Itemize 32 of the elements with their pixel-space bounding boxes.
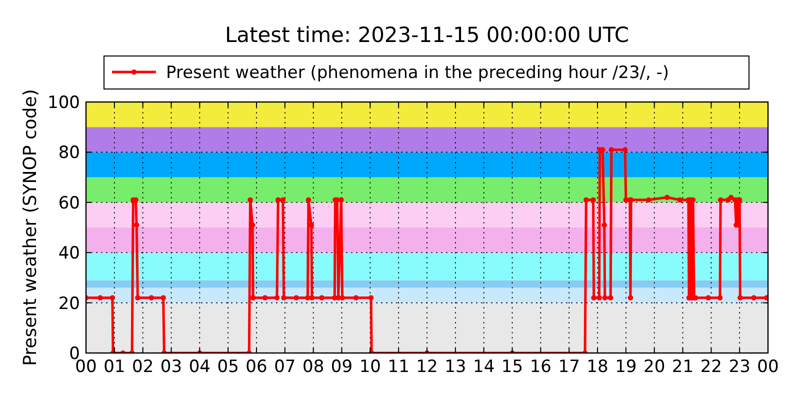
x-tick-label: 07 bbox=[274, 357, 296, 377]
legend-label: Present weather (phenomena in the preceding hour /23/, -) bbox=[166, 63, 670, 83]
x-tick-label: 05 bbox=[217, 357, 239, 377]
x-tick-label: 08 bbox=[302, 357, 324, 377]
x-tick-label: 16 bbox=[530, 357, 552, 377]
x-tick-label: 23 bbox=[728, 357, 750, 377]
x-tick-label: 14 bbox=[473, 357, 495, 377]
x-tick-label: 06 bbox=[246, 357, 268, 377]
x-tick-label: 19 bbox=[615, 357, 637, 377]
x-tick-label: 20 bbox=[644, 357, 666, 377]
chart-title: Latest time: 2023-11-15 00:00:00 UTC bbox=[224, 23, 630, 47]
y-tick-label: 40 bbox=[58, 244, 80, 264]
y-tick-label: 100 bbox=[48, 93, 80, 113]
x-tick-label: 12 bbox=[416, 357, 438, 377]
x-tick-label: 13 bbox=[444, 357, 466, 377]
x-tick-label: 21 bbox=[672, 357, 694, 377]
x-tick-label: 15 bbox=[501, 357, 524, 377]
x-tick-label: 17 bbox=[558, 357, 580, 377]
x-tick-label: 04 bbox=[188, 357, 210, 377]
x-tick-label: 02 bbox=[132, 357, 154, 377]
x-tick-label: 22 bbox=[700, 357, 722, 377]
y-tick-label: 80 bbox=[58, 143, 80, 164]
y-tick-label: 60 bbox=[58, 193, 80, 214]
y-tick-label: 20 bbox=[58, 294, 80, 314]
x-tick-label: 18 bbox=[586, 357, 608, 377]
y-axis-title: Present weather (SYNOP code) bbox=[20, 89, 41, 366]
x-tick-label: 09 bbox=[330, 357, 353, 377]
x-tick-label: 11 bbox=[388, 357, 410, 377]
x-tick-label: 10 bbox=[359, 357, 381, 377]
x-tick-label: 01 bbox=[104, 357, 126, 377]
x-tick-label: 03 bbox=[160, 357, 182, 377]
x-tick-label: 00 bbox=[757, 357, 779, 377]
